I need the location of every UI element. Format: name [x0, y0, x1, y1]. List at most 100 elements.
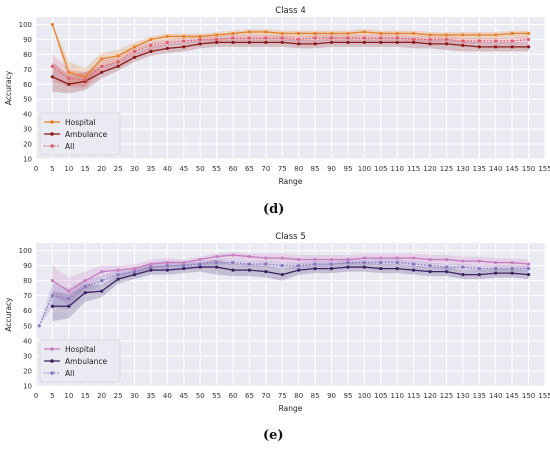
- x-tick-label: 45: [179, 392, 188, 400]
- x-tick-label: 115: [407, 165, 420, 173]
- data-point-all: [510, 266, 514, 271]
- legend-box: [39, 339, 121, 383]
- y-tick-label: 90: [23, 262, 32, 270]
- data-point-ambulance: [165, 268, 169, 272]
- data-point-ambulance: [182, 266, 186, 271]
- data-point-all: [329, 262, 334, 266]
- x-tick-label: 0: [34, 392, 38, 400]
- x-tick-label: 5: [50, 392, 54, 400]
- data-point-all: [444, 37, 449, 42]
- x-tick-label: 95: [344, 165, 353, 173]
- data-point-hospital: [526, 262, 531, 266]
- x-tick-label: 5: [50, 165, 54, 173]
- x-tick-label: 80: [294, 165, 303, 173]
- x-tick-label: 60: [229, 392, 238, 400]
- legend-label-all: All: [65, 369, 74, 378]
- data-point-hospital: [132, 45, 137, 49]
- x-tick-label: 35: [146, 392, 155, 400]
- data-point-ambulance: [215, 265, 219, 269]
- data-point-all: [50, 294, 55, 298]
- x-tick-label: 15: [81, 392, 90, 400]
- x-tick-label: 130: [456, 392, 469, 400]
- y-tick-label: 100: [19, 21, 32, 29]
- data-point-ambulance: [494, 45, 498, 49]
- data-point-hospital: [198, 257, 202, 262]
- x-tick-label: 100: [358, 165, 371, 173]
- data-point-all: [346, 260, 350, 265]
- data-point-ambulance: [100, 70, 104, 74]
- x-tick-label: 30: [130, 392, 139, 400]
- x-tick-label: 100: [358, 392, 371, 400]
- data-point-hospital: [444, 33, 449, 37]
- data-point-all: [412, 262, 416, 266]
- x-tick-label: 75: [278, 165, 287, 173]
- x-tick-label: 25: [114, 165, 123, 173]
- data-point-hospital: [510, 31, 514, 36]
- data-point-hospital: [83, 279, 87, 283]
- legend-marker-all: [50, 371, 54, 375]
- chart-title: Class 4: [275, 6, 305, 16]
- panel-label-e: (e): [263, 428, 284, 443]
- y-tick-label: 10: [23, 156, 32, 164]
- data-point-all: [37, 324, 41, 328]
- data-point-hospital: [149, 262, 153, 266]
- x-tick-label: 75: [278, 392, 287, 400]
- data-point-ambulance: [461, 273, 465, 277]
- legend-label-hospital: Hospital: [65, 345, 96, 354]
- data-point-all: [428, 37, 432, 42]
- data-point-hospital: [526, 31, 531, 36]
- data-point-hospital: [247, 254, 252, 259]
- data-point-all: [510, 39, 514, 43]
- band-all: [39, 259, 529, 326]
- plot-area: [36, 243, 545, 386]
- x-tick-label: 150: [522, 392, 535, 400]
- data-point-all: [165, 40, 169, 45]
- data-point-ambulance: [149, 268, 153, 272]
- chart-class-5: 0 5 10 15 20 25 30 35 40 45 50 55 60 65 70 75 80 85 90 95 10…: [4, 232, 550, 413]
- x-tick-label: 65: [245, 165, 254, 173]
- y-tick-label: 10: [23, 383, 32, 391]
- y-axis-label: Accuracy: [4, 70, 13, 105]
- y-tick-label: 40: [23, 111, 32, 119]
- legend: Hospital Ambulance All: [39, 339, 121, 383]
- data-point-hospital: [362, 30, 366, 34]
- x-tick-label: 135: [473, 392, 486, 400]
- chart-class-4: 0 5 10 15 20 25 30 35 40 45 50 55 60 65 70 75 80 85 90 95 10…: [4, 6, 550, 186]
- data-point-ambulance: [50, 75, 55, 79]
- x-tick-label: 50: [196, 165, 205, 173]
- band-ambulance: [52, 37, 529, 94]
- legend-marker-ambulance: [50, 132, 54, 136]
- legend-box: [39, 112, 121, 156]
- data-point-hospital: [50, 22, 55, 27]
- data-point-hospital: [395, 31, 399, 36]
- data-point-all: [297, 263, 301, 268]
- data-point-hospital: [510, 260, 514, 265]
- legend: Hospital Ambulance All: [39, 112, 121, 156]
- series-line-ambulance: [52, 266, 529, 307]
- data-point-ambulance: [395, 266, 399, 271]
- data-point-ambulance: [182, 45, 186, 49]
- data-point-ambulance: [510, 271, 514, 275]
- data-point-hospital: [165, 34, 169, 39]
- legend-label-ambulance: Ambulance: [65, 130, 108, 139]
- data-point-ambulance: [50, 304, 55, 308]
- data-point-ambulance: [379, 40, 383, 45]
- data-point-hospital: [379, 256, 383, 260]
- data-point-all: [313, 262, 317, 266]
- data-point-hospital: [50, 279, 55, 283]
- x-tick-label: 20: [97, 165, 106, 173]
- x-tick-label: 65: [245, 392, 254, 400]
- data-point-all: [215, 260, 219, 265]
- x-tick-label: 30: [130, 165, 139, 173]
- data-point-hospital: [428, 257, 432, 262]
- data-point-all: [412, 37, 416, 42]
- data-point-hospital: [247, 30, 252, 34]
- data-point-all: [461, 265, 465, 269]
- data-point-all: [100, 64, 104, 68]
- data-point-ambulance: [149, 49, 153, 53]
- legend-label-hospital: Hospital: [65, 118, 96, 127]
- data-point-ambulance: [198, 42, 202, 46]
- x-tick-label: 125: [440, 392, 453, 400]
- data-point-hospital: [477, 259, 481, 263]
